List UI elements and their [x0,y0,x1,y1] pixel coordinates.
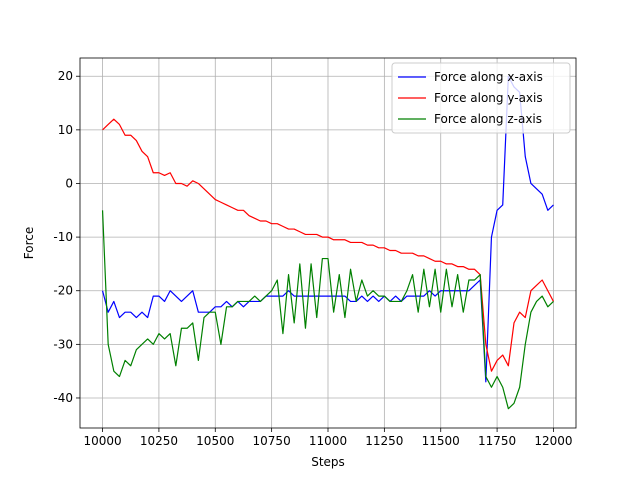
y-tick-label: -10 [53,230,73,244]
data-line [101,210,554,410]
y-axis-label: Force [22,227,36,259]
x-tick-label: 11250 [365,434,403,448]
y-tick-label: -40 [53,391,73,405]
legend-label: Force along z-axis [434,112,542,126]
x-tick-label: 10000 [83,434,121,448]
x-tick-label: 10500 [196,434,234,448]
x-axis-label: Steps [311,455,345,469]
x-tick-label: 11500 [422,434,460,448]
legend: Force along x-axis Force along y-axis Forc… [391,62,571,134]
legend-box [391,62,571,134]
legend-label: Force along y-axis [434,91,543,105]
data-line [102,118,554,372]
x-tick-label: 11750 [478,434,516,448]
y-tick-label: 20 [58,69,73,83]
x-tick-label: 12000 [534,434,572,448]
y-tick-label: -20 [53,284,73,298]
y-tick-label: 0 [65,176,73,190]
data-line [101,75,554,383]
axes-frame [79,57,577,429]
x-tick-label: 10250 [140,434,178,448]
x-tick-label: 11000 [309,434,347,448]
y-tick-label: -30 [53,337,73,351]
legend-label: Force along x-axis [434,70,543,84]
x-tick-label: 10750 [253,434,291,448]
y-tick-label: 10 [58,123,73,137]
